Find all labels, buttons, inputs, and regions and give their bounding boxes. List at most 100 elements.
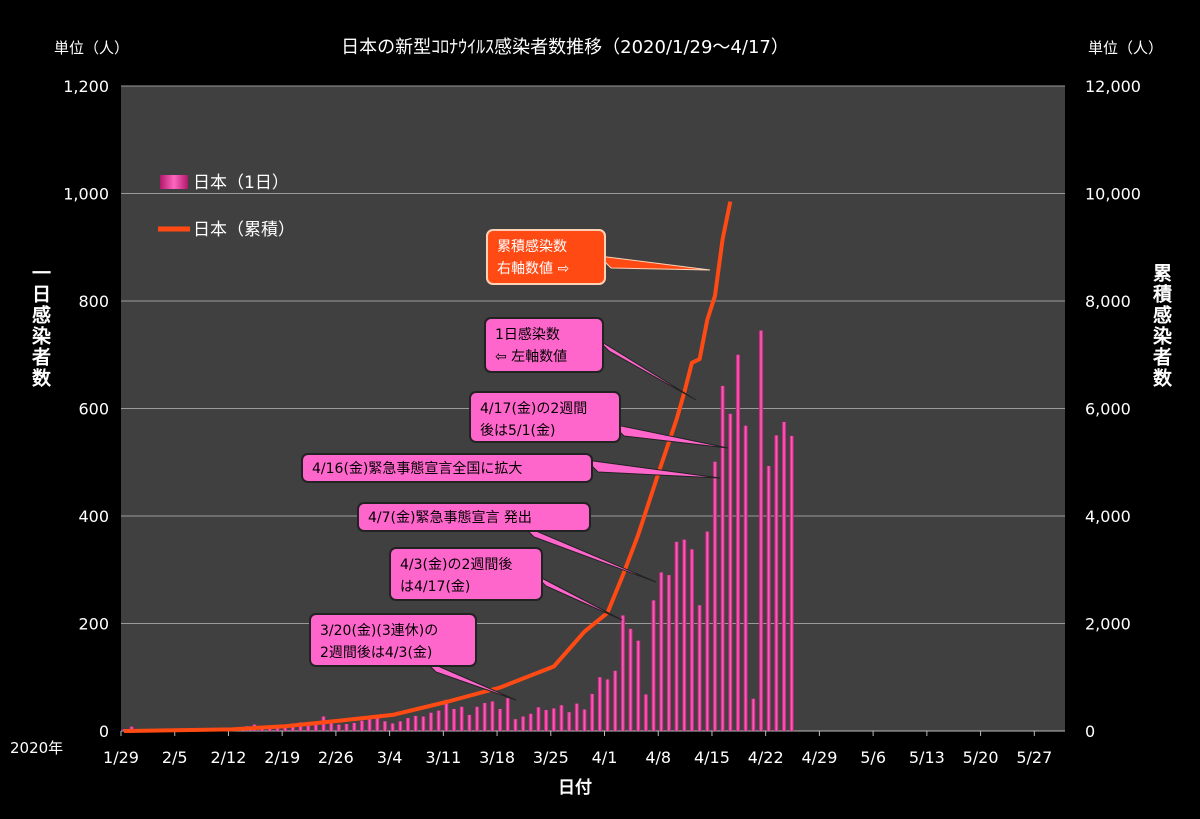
bar-daily: [474, 706, 480, 731]
year-label: 2020年: [10, 739, 63, 757]
x-tick-label: 5/6: [860, 748, 886, 767]
bar-daily: [390, 723, 395, 731]
bar-daily: [382, 721, 388, 731]
bar-daily: [674, 541, 679, 731]
y-right-tick-label: 6,000: [1085, 400, 1131, 419]
bar-daily: [743, 425, 748, 731]
bar-daily: [428, 712, 434, 731]
y-left-tick-label: 600: [78, 400, 109, 419]
legend-swatch-daily: [160, 175, 188, 189]
legend: 日本（1日） 日本（累積）: [158, 173, 295, 240]
bar-daily: [789, 435, 794, 731]
bar-daily: [451, 708, 457, 731]
bar-daily: [697, 605, 702, 731]
x-tick-label: 2/26: [318, 748, 354, 767]
bar-daily: [705, 531, 710, 731]
annotation-callout: 1日感染数 ⇦ 左軸数値: [484, 317, 697, 401]
x-tick-label: 3/25: [533, 748, 569, 767]
bar-daily: [536, 707, 541, 731]
callout-text: 4/3(金)の2週間後: [400, 557, 512, 573]
y-right-tick-label: 4,000: [1085, 507, 1131, 526]
bar-daily: [290, 725, 295, 731]
x-tick-label: 4/1: [592, 748, 618, 767]
bar-daily: [283, 726, 288, 731]
bar-daily: [398, 721, 403, 731]
bar-daily: [459, 706, 464, 731]
bar-daily: [567, 712, 572, 731]
unit-left-label: 単位（人）: [54, 39, 129, 57]
callout-box: [486, 229, 606, 285]
bar-daily: [628, 628, 633, 731]
y-right-axis-title: 累積感染者数: [1150, 263, 1172, 389]
callout-box: [389, 547, 543, 601]
bar-daily: [651, 600, 656, 731]
callout-box: [357, 502, 591, 532]
bar-daily: [735, 354, 741, 731]
legend-label-cumulative: 日本（累積）: [193, 220, 295, 240]
x-axis-title: 日付: [558, 777, 592, 798]
callout-text: 4/17(金)の2週間: [480, 401, 587, 417]
callout-text: は4/17(金): [400, 579, 470, 595]
annotation-callout: 4/7(金)緊急事態宣言 発出: [357, 502, 657, 583]
y-axis-titles: 一日感染者数 累積感染者数: [29, 263, 1172, 389]
bar-daily: [559, 705, 564, 731]
callout-text: 後は5/1(金): [480, 423, 555, 439]
callout-box: [484, 317, 604, 373]
bar-daily: [758, 330, 764, 731]
bar-daily: [574, 703, 579, 731]
x-tick-label: 2/19: [264, 748, 300, 767]
y-right-tick-label: 8,000: [1085, 292, 1131, 311]
callout-text: ⇦ 左軸数値: [495, 349, 567, 365]
x-tick-label: 3/4: [377, 748, 403, 767]
bar-daily: [520, 716, 526, 731]
bar-daily: [597, 677, 602, 731]
bar-daily: [329, 719, 334, 731]
bar-daily: [551, 708, 556, 731]
bar-daily: [421, 716, 426, 731]
bar-daily: [590, 693, 595, 731]
annotation-callout: 3/20(金)(3連休)の 2週間後は4/3(金): [309, 613, 517, 701]
bar-daily: [766, 466, 771, 731]
x-tick-label: 5/13: [909, 748, 945, 767]
unit-right-label: 単位（人）: [1088, 39, 1163, 57]
y-left-tick-label: 0: [99, 722, 109, 741]
bar-daily: [582, 709, 587, 731]
bar-daily: [267, 727, 272, 731]
callout-text: 右軸数値 ⇨: [497, 261, 569, 277]
y-left-tick-label: 800: [78, 292, 109, 311]
bar-daily: [712, 461, 718, 731]
bar-daily: [359, 720, 365, 731]
bar-daily: [682, 539, 687, 731]
y-left-tick-label: 200: [78, 615, 109, 634]
bar-daily: [781, 421, 787, 731]
callout-text: 4/7(金)緊急事態宣言 発出: [368, 510, 532, 526]
bar-daily: [413, 715, 418, 731]
bar-daily: [444, 699, 449, 731]
legend-label-daily: 日本（1日）: [193, 173, 289, 193]
chart-title: 日本の新型ｺﾛﾅｳｲﾙｽ感染者数推移（2020/1/29～4/17）: [341, 37, 789, 58]
y-left-tick-label: 1,200: [63, 77, 109, 96]
bar-daily: [513, 719, 518, 731]
y-right-tick-label: 10,000: [1085, 185, 1141, 204]
bar-daily: [490, 701, 495, 731]
callout-text: 3/20(金)(3連休)の: [320, 623, 438, 639]
x-tick-label: 4/29: [801, 748, 837, 767]
bar-daily: [643, 694, 648, 731]
bar-daily: [129, 726, 134, 731]
x-tick-label: 4/22: [748, 748, 784, 767]
callout-text: 累積感染数: [497, 238, 567, 255]
bar-daily: [774, 435, 779, 731]
y-left-tick-label: 400: [78, 507, 109, 526]
bar-daily: [375, 718, 380, 731]
bar-daily: [405, 718, 411, 731]
x-tick-label: 1/29: [103, 748, 139, 767]
x-tick-label: 3/18: [479, 748, 515, 767]
x-tick-label: 5/27: [1016, 748, 1052, 767]
bar-daily: [482, 703, 487, 731]
bar-daily: [298, 722, 303, 731]
y-right-tick-label: 2,000: [1085, 615, 1131, 634]
bar-daily: [666, 575, 672, 731]
